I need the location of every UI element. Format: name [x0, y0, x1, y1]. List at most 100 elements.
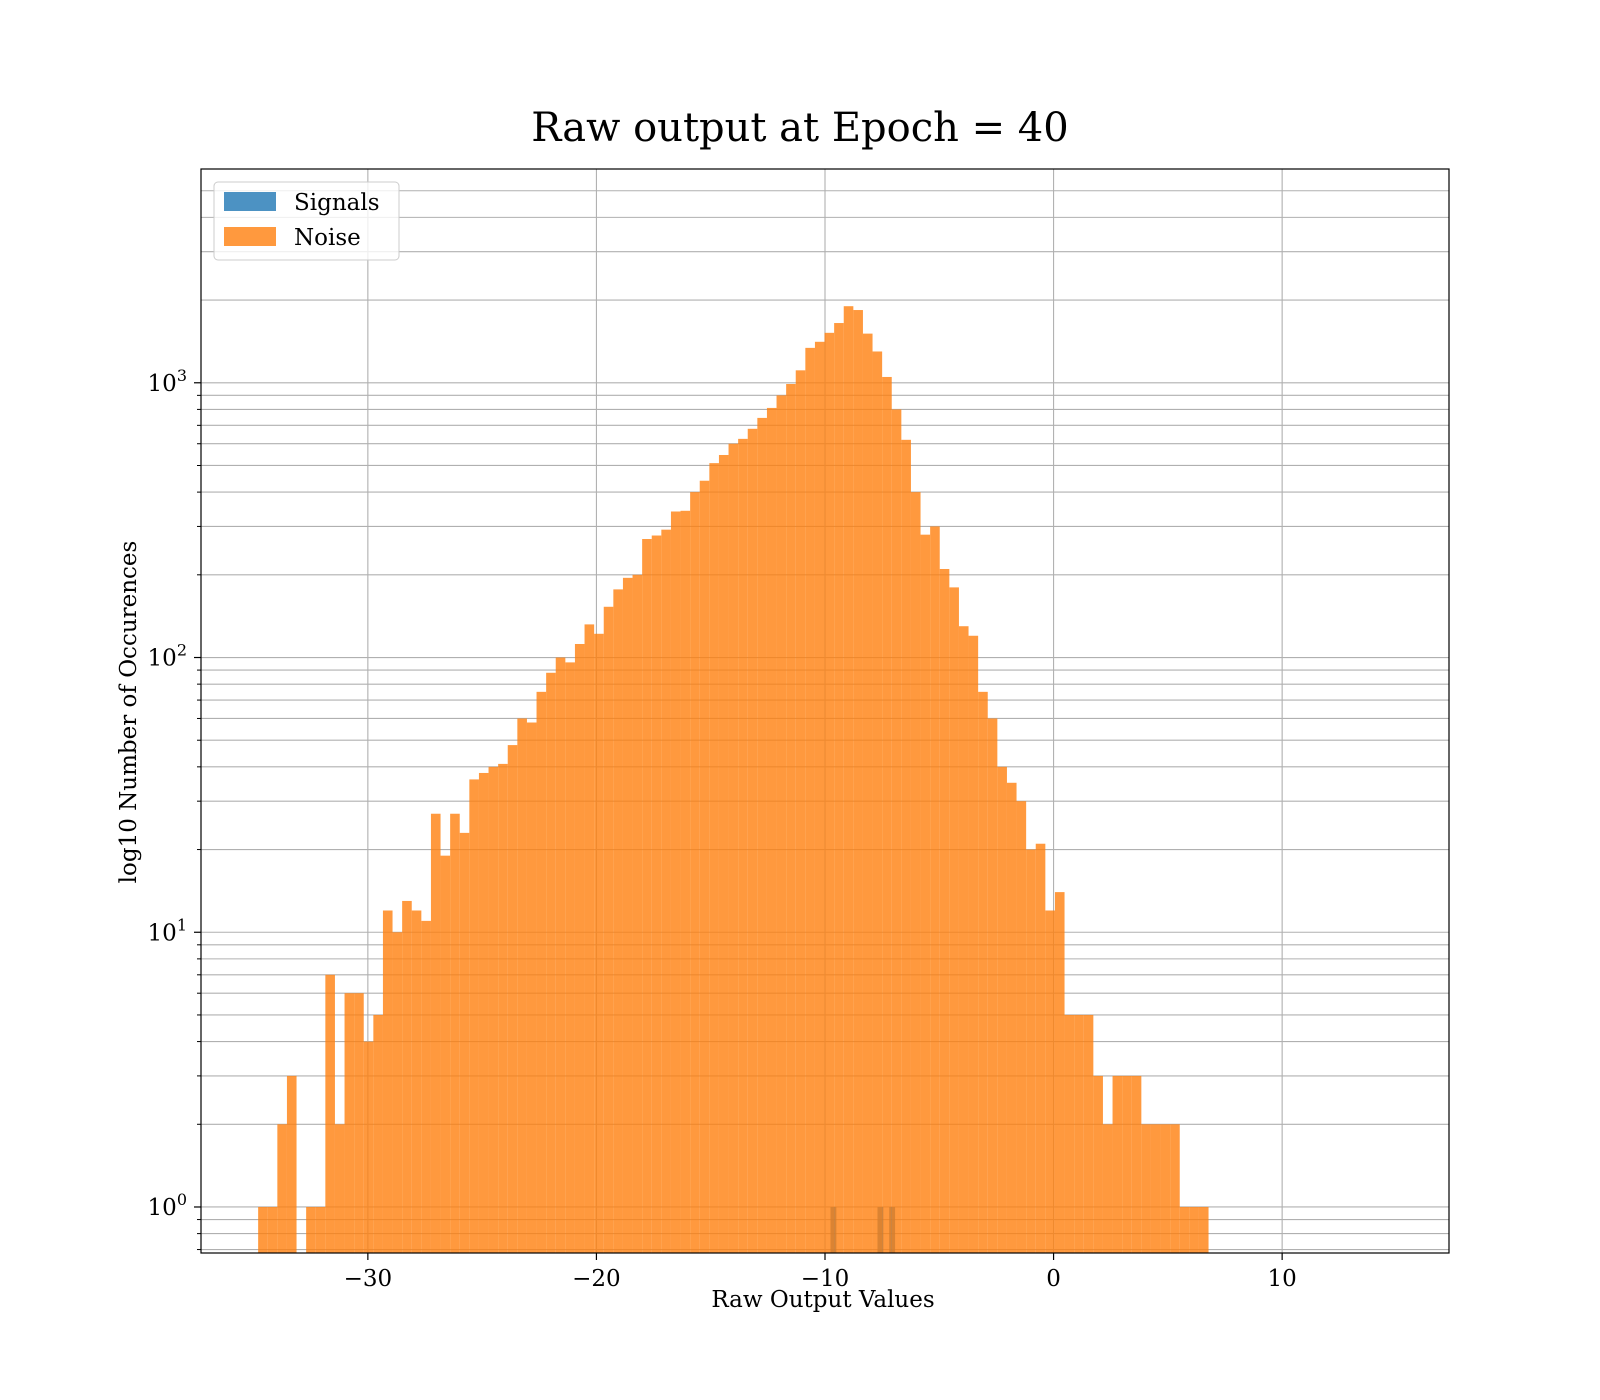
- legend-swatch-signals: [224, 192, 276, 211]
- bar: [939, 568, 950, 1253]
- bar: [709, 463, 719, 1253]
- bar: [334, 1124, 345, 1253]
- bar: [277, 1124, 287, 1253]
- bar: [786, 383, 796, 1253]
- bar: [680, 510, 691, 1253]
- bar: [1170, 1124, 1180, 1253]
- bar: [517, 718, 527, 1253]
- bar: [622, 577, 633, 1253]
- bar: [315, 1206, 326, 1253]
- x-tick-label: 10: [1268, 1266, 1297, 1292]
- bar: [488, 766, 499, 1253]
- series-noise: [258, 306, 1209, 1254]
- bar: [325, 974, 335, 1253]
- bar: [1006, 782, 1017, 1253]
- y-tick-label: 103: [148, 366, 187, 397]
- bar: [1045, 910, 1055, 1253]
- bar: [574, 643, 585, 1253]
- x-tick-label: −10: [801, 1266, 850, 1292]
- bar: [728, 443, 739, 1253]
- bar: [1093, 1075, 1103, 1253]
- bar: [1054, 892, 1065, 1253]
- bar: [1160, 1124, 1171, 1253]
- bar: [603, 606, 614, 1253]
- legend-swatch-noise: [224, 227, 276, 246]
- bar: [1198, 1206, 1209, 1253]
- bar: [354, 993, 364, 1253]
- bar: [411, 910, 422, 1253]
- bar: [862, 333, 873, 1253]
- bar: [478, 772, 489, 1253]
- bar: [344, 993, 355, 1253]
- bar: [805, 347, 815, 1253]
- bar: [718, 454, 729, 1253]
- x-tick-label: −30: [344, 1266, 393, 1292]
- bar: [930, 526, 940, 1253]
- legend-label-signals: Signals: [294, 190, 380, 216]
- bar: [920, 534, 931, 1253]
- bar: [670, 511, 681, 1253]
- bar: [1035, 843, 1046, 1253]
- bar: [795, 370, 806, 1253]
- bar: [498, 763, 508, 1253]
- bar: [757, 417, 767, 1254]
- bar: [1064, 1014, 1075, 1253]
- legend-label-noise: Noise: [294, 225, 361, 251]
- bar: [267, 1206, 278, 1253]
- legend: Signals Noise: [213, 181, 400, 261]
- bar: [469, 779, 479, 1253]
- bar: [565, 662, 575, 1253]
- y-tick-label: 102: [148, 641, 187, 672]
- bar: [738, 438, 748, 1253]
- bar: [968, 635, 979, 1253]
- bar: [632, 574, 643, 1253]
- axis-ticks: −30 −20 −10 0 10 100 101 102 103: [148, 366, 1297, 1292]
- bar: [699, 480, 710, 1253]
- bar: [536, 691, 547, 1253]
- bar: [997, 766, 1007, 1253]
- bar: [613, 589, 623, 1253]
- bar: [306, 1206, 316, 1253]
- bar: [1189, 1206, 1199, 1253]
- bar: [661, 529, 671, 1253]
- histogram-bars: [258, 306, 1209, 1254]
- bar: [459, 832, 470, 1253]
- bar: [690, 492, 700, 1253]
- bar: [526, 722, 537, 1253]
- bar: [1141, 1124, 1151, 1253]
- bar: [901, 439, 911, 1253]
- bar: [1122, 1075, 1132, 1253]
- bar: [987, 718, 998, 1253]
- bar: [402, 900, 412, 1253]
- bar: [421, 920, 431, 1253]
- x-axis-label: Raw Output Values: [711, 1287, 934, 1313]
- bar: [286, 1075, 297, 1253]
- bar: [843, 306, 854, 1253]
- bar: [507, 745, 518, 1253]
- bar: [651, 535, 662, 1253]
- bar: [1102, 1124, 1113, 1253]
- bar: [1016, 801, 1027, 1253]
- bar: [363, 1041, 374, 1253]
- bar: [594, 633, 604, 1253]
- bar: [1026, 849, 1036, 1253]
- chart-title: Raw output at Epoch = 40: [531, 105, 1068, 151]
- y-tick-label: 100: [148, 1190, 187, 1221]
- bar: [958, 626, 969, 1253]
- bar: [546, 672, 556, 1253]
- bar: [824, 332, 835, 1253]
- bar: [853, 310, 863, 1253]
- bar: [430, 813, 441, 1253]
- bar: [834, 323, 844, 1254]
- bar: [642, 539, 652, 1253]
- bar: [766, 407, 777, 1254]
- bar: [882, 376, 892, 1253]
- bar: [1112, 1075, 1123, 1253]
- bar: [382, 910, 393, 1253]
- bar: [1131, 1075, 1142, 1253]
- bar: [776, 395, 787, 1253]
- bar: [978, 691, 988, 1253]
- bar: [584, 624, 595, 1253]
- bar: [814, 341, 825, 1253]
- bar: [747, 428, 758, 1254]
